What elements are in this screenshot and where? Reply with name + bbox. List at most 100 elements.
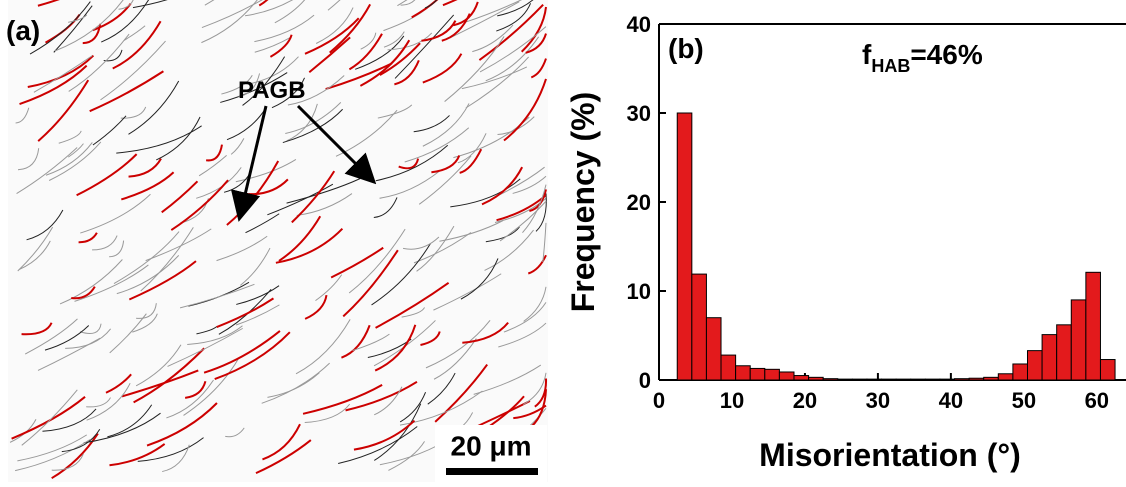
grain-boundary — [45, 142, 93, 176]
red-boundary — [133, 347, 205, 404]
red-boundary — [304, 17, 360, 55]
red-boundary — [269, 34, 293, 58]
grain-boundary — [53, 5, 93, 53]
bar — [851, 378, 868, 381]
red-boundary — [51, 433, 99, 480]
grain-boundary — [267, 372, 320, 398]
bar — [924, 378, 941, 381]
panel-label: (b) — [668, 33, 704, 64]
red-boundary — [27, 54, 95, 89]
grain-boundary — [304, 403, 351, 424]
red-boundary — [203, 330, 281, 374]
grain-boundary — [68, 33, 130, 92]
grain-boundary — [33, 55, 93, 93]
grain-boundary — [373, 197, 398, 218]
grain-boundary — [216, 235, 268, 262]
bar — [895, 378, 912, 381]
grain-boundary — [295, 319, 351, 375]
red-boundary — [329, 3, 372, 54]
grain-boundary — [523, 286, 547, 322]
grain-boundary — [86, 382, 131, 421]
grain-boundary — [15, 439, 91, 472]
grain-boundary — [485, 36, 540, 82]
grain-boundary — [383, 31, 405, 48]
bar — [749, 367, 766, 381]
red-boundary — [128, 260, 197, 301]
bar — [881, 378, 897, 381]
grain-boundary — [498, 322, 547, 348]
grain-boundary — [375, 144, 449, 182]
grain-boundary — [315, 274, 343, 302]
grain-boundary — [473, 364, 542, 395]
grain-boundary — [116, 125, 202, 154]
grain-texture — [9, 0, 548, 480]
red-boundary — [255, 439, 312, 475]
grain-boundary — [271, 77, 306, 109]
grain-boundary — [225, 427, 245, 438]
red-boundary — [359, 39, 411, 87]
red-boundary — [375, 281, 450, 329]
grain-boundary — [109, 240, 125, 258]
bar — [808, 376, 824, 381]
grain-boundary — [136, 303, 157, 319]
bar — [1041, 334, 1058, 381]
grain-boundary — [167, 327, 243, 367]
grain-boundary — [424, 0, 438, 9]
y-tick-label: 0 — [639, 368, 651, 393]
grain-boundary — [397, 0, 408, 7]
red-boundary — [459, 148, 483, 174]
grain-boundary — [238, 73, 261, 97]
red-boundary — [527, 254, 547, 275]
red-boundary — [353, 419, 416, 451]
grain-boundary — [444, 36, 505, 102]
grain-boundary — [535, 193, 547, 232]
bar — [997, 373, 1014, 381]
red-boundary — [530, 389, 547, 428]
y-tick-label: 30 — [627, 101, 651, 126]
grain-boundary — [221, 75, 253, 95]
x-tick-label: 40 — [939, 388, 963, 413]
red-boundary — [345, 380, 418, 412]
bar — [793, 375, 810, 381]
grain-boundary — [109, 313, 147, 354]
grain-boundary — [245, 213, 280, 234]
y-tick-label: 10 — [627, 279, 651, 304]
grain-boundary — [315, 7, 354, 44]
red-boundary — [112, 20, 162, 70]
grain-boundary — [204, 0, 215, 6]
grain-boundary — [140, 227, 194, 292]
annotation-main: f — [862, 39, 872, 70]
red-boundary — [37, 79, 90, 142]
bar — [910, 378, 926, 381]
red-boundary — [258, 0, 269, 7]
red-boundary — [161, 180, 199, 214]
grain-boundary — [261, 362, 330, 404]
grain-boundary — [17, 434, 88, 462]
red-boundary — [121, 171, 175, 201]
red-boundary — [374, 324, 417, 372]
grain-boundary — [116, 255, 180, 295]
grain-boundary — [394, 14, 455, 79]
red-boundary — [308, 36, 351, 74]
grain-boundary — [499, 200, 547, 242]
red-boundary — [205, 144, 223, 162]
red-boundary — [302, 383, 383, 415]
red-boundary — [19, 64, 88, 105]
red-boundary — [341, 324, 371, 359]
bar — [778, 371, 795, 381]
grain-boundary — [235, 158, 297, 183]
grain-boundary — [371, 243, 431, 306]
bar — [1070, 299, 1087, 381]
grain-boundary — [512, 175, 547, 194]
grain-boundary — [254, 14, 315, 43]
red-boundary — [434, 364, 488, 423]
red-boundary — [291, 170, 336, 224]
grain-boundary — [145, 228, 212, 262]
grain-boundary — [388, 441, 425, 471]
grain-boundary — [21, 389, 78, 446]
grain-boundary — [86, 397, 111, 408]
grain-boundary — [187, 325, 243, 346]
grain-boundary — [496, 3, 532, 32]
